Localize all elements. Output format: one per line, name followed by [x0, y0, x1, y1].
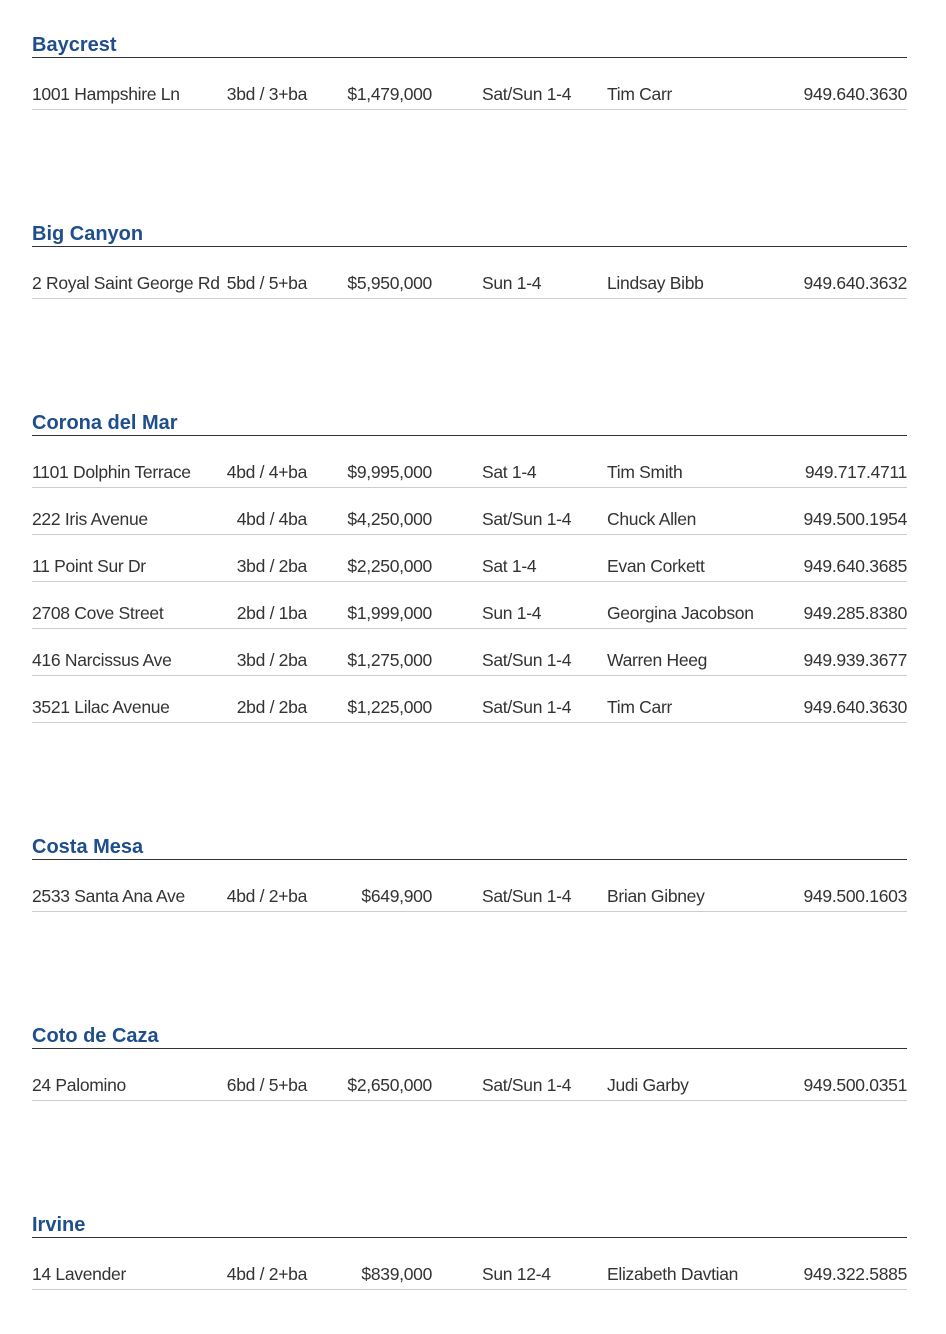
address: 2533 Santa Ana Ave [32, 886, 185, 906]
agent: Evan Corkett [607, 556, 705, 576]
listing-row: 222 Iris Avenue 4bd / 4ba $4,250,000 Sat/Su… [32, 504, 907, 535]
price: $2,650,000 [347, 1075, 432, 1095]
beds-baths: 2bd / 2ba [236, 697, 308, 717]
beds-baths: 4bd / 2+ba [226, 1264, 308, 1284]
agent: Brian Gibney [607, 886, 705, 906]
section-title: Corona del Mar [32, 413, 907, 436]
section-title: Big Canyon [32, 224, 907, 247]
agent: Tim Carr [607, 84, 672, 104]
phone: 949.322.5885 [803, 1264, 908, 1284]
agent: Tim Smith [607, 462, 683, 482]
phone: 949.640.3632 [803, 273, 908, 293]
price: $649,900 [361, 886, 432, 906]
agent: Chuck Allen [607, 509, 697, 529]
address: 222 Iris Avenue [32, 509, 148, 529]
agent: Elizabeth Davtian [607, 1264, 739, 1284]
phone: 949.640.3630 [803, 697, 908, 717]
address: 2708 Cove Street [32, 603, 164, 623]
listing-row: 11 Point Sur Dr 3bd / 2ba $2,250,000 Sat 1-… [32, 551, 907, 582]
price: $1,225,000 [347, 697, 432, 717]
open-house: Sat/Sun 1-4 [482, 509, 572, 529]
listing-row: 24 Palomino 6bd / 5+ba $2,650,000 Sat/Sun 1… [32, 1070, 907, 1101]
address: 11 Point Sur Dr [32, 556, 146, 576]
price: $4,250,000 [347, 509, 432, 529]
beds-baths: 4bd / 4+ba [226, 462, 308, 482]
listing-row: 2533 Santa Ana Ave 4bd / 2+ba $649,900 Sat/… [32, 881, 907, 912]
phone: 949.640.3685 [803, 556, 908, 576]
open-house: Sat 1-4 [482, 556, 537, 576]
phone: 949.939.3677 [803, 650, 908, 670]
section-title: Irvine [32, 1215, 907, 1238]
price: $1,479,000 [347, 84, 432, 104]
beds-baths: 5bd / 5+ba [226, 273, 308, 293]
agent: Lindsay Bibb [607, 273, 704, 293]
open-house: Sat/Sun 1-4 [482, 1075, 572, 1095]
listing-row: 1101 Dolphin Terrace 4bd / 4+ba $9,995,000… [32, 457, 907, 488]
phone: 949.500.0351 [803, 1075, 908, 1095]
open-house: Sat/Sun 1-4 [482, 886, 572, 906]
listing-row: 2708 Cove Street 2bd / 1ba $1,999,000 Sun 1… [32, 598, 907, 629]
open-house: Sun 1-4 [482, 273, 542, 293]
beds-baths: 3bd / 2ba [236, 556, 308, 576]
open-house: Sun 12-4 [482, 1264, 551, 1284]
agent: Warren Heeg [607, 650, 708, 670]
listing-row: 1001 Hampshire Ln 3bd / 3+ba $1,479,000 Sat… [32, 79, 907, 110]
open-house: Sat/Sun 1-4 [482, 84, 572, 104]
price: $2,250,000 [347, 556, 432, 576]
listing-row: 416 Narcissus Ave 3bd / 2ba $1,275,000 Sat/… [32, 645, 907, 676]
section-title: Baycrest [32, 35, 907, 58]
agent: Tim Carr [607, 697, 672, 717]
price: $839,000 [361, 1264, 432, 1284]
section-title: Costa Mesa [32, 837, 907, 860]
price: $1,999,000 [347, 603, 432, 623]
agent: Georgina Jacobson [607, 603, 754, 623]
listing-row: 3521 Lilac Avenue 2bd / 2ba $1,225,000 Sat/… [32, 692, 907, 723]
address: 24 Palomino [32, 1075, 126, 1095]
open-house: Sat/Sun 1-4 [482, 650, 572, 670]
phone: 949.500.1954 [803, 509, 908, 529]
section-title: Coto de Caza [32, 1026, 907, 1049]
address: 1101 Dolphin Terrace [32, 462, 191, 482]
beds-baths: 4bd / 4ba [236, 509, 308, 529]
phone: 949.500.1603 [803, 886, 908, 906]
address: 2 Royal Saint George Rd [32, 273, 220, 293]
price: $9,995,000 [347, 462, 432, 482]
open-house: Sat 1-4 [482, 462, 537, 482]
beds-baths: 3bd / 2ba [236, 650, 308, 670]
agent: Judi Garby [607, 1075, 689, 1095]
phone: 949.285.8380 [803, 603, 908, 623]
phone: 949.717.4711 [804, 462, 907, 482]
address: 1001 Hampshire Ln [32, 84, 180, 104]
beds-baths: 6bd / 5+ba [226, 1075, 308, 1095]
listing-row: 14 Lavender 4bd / 2+ba $839,000 Sun 12-4 Eli… [32, 1259, 907, 1290]
address: 14 Lavender [32, 1264, 127, 1284]
beds-baths: 2bd / 1ba [236, 603, 308, 623]
price: $1,275,000 [347, 650, 432, 670]
address: 3521 Lilac Avenue [32, 697, 170, 717]
open-house: Sat/Sun 1-4 [482, 697, 572, 717]
phone: 949.640.3630 [803, 84, 908, 104]
price: $5,950,000 [347, 273, 432, 293]
address: 416 Narcissus Ave [32, 650, 172, 670]
beds-baths: 4bd / 2+ba [226, 886, 308, 906]
open-house: Sun 1-4 [482, 603, 542, 623]
beds-baths: 3bd / 3+ba [226, 84, 308, 104]
listing-row: 2 Royal Saint George Rd 5bd / 5+ba $5,950,… [32, 268, 907, 299]
